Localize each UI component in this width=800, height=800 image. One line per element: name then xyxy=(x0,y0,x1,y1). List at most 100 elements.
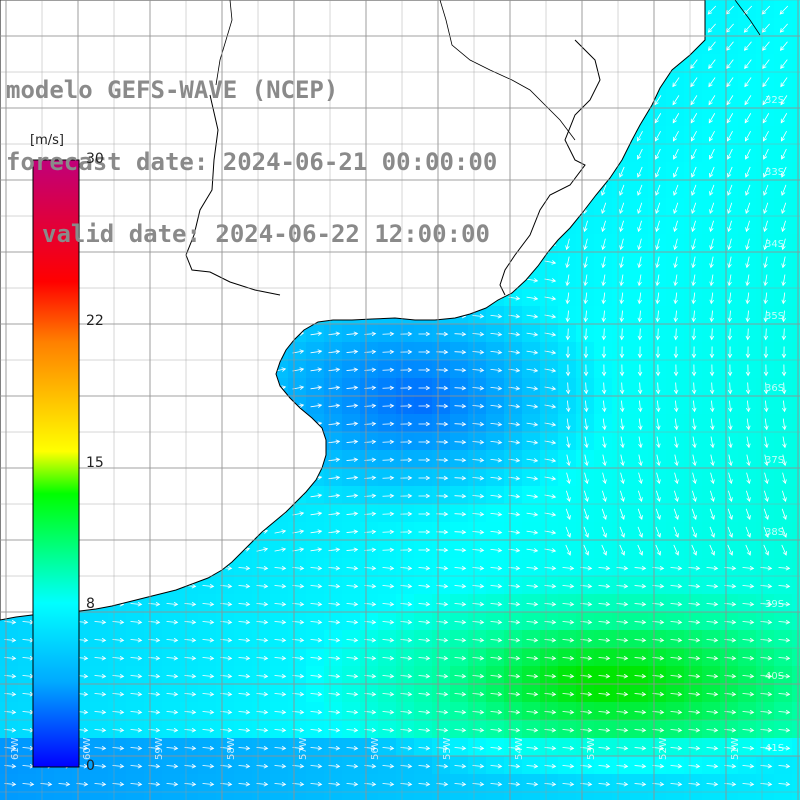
ocean-cell xyxy=(684,180,702,198)
ocean-cell xyxy=(576,468,594,486)
ocean-cell xyxy=(126,774,144,792)
lon-label: 51W xyxy=(730,737,741,760)
ocean-cell xyxy=(756,324,774,342)
ocean-cell xyxy=(792,180,800,198)
ocean-cell xyxy=(702,0,720,18)
ocean-cell xyxy=(630,648,648,666)
ocean-cell xyxy=(594,324,612,342)
ocean-cell xyxy=(612,702,630,720)
ocean-cell xyxy=(378,792,396,800)
ocean-cell xyxy=(216,576,234,594)
ocean-cell xyxy=(558,648,576,666)
ocean-cell xyxy=(198,648,216,666)
ocean-cell xyxy=(774,108,792,126)
ocean-cell xyxy=(360,522,378,540)
ocean-cell xyxy=(756,756,774,774)
ocean-cell xyxy=(378,342,396,360)
ocean-cell xyxy=(90,720,108,738)
ocean-cell xyxy=(198,720,216,738)
ocean-cell xyxy=(414,414,432,432)
ocean-cell xyxy=(630,792,648,800)
ocean-cell xyxy=(414,342,432,360)
ocean-cell xyxy=(666,108,684,126)
ocean-cell xyxy=(432,774,450,792)
ocean-cell xyxy=(396,378,414,396)
ocean-cell xyxy=(126,738,144,756)
ocean-cell xyxy=(702,324,720,342)
ocean-cell xyxy=(396,576,414,594)
ocean-cell xyxy=(738,306,756,324)
ocean-cell xyxy=(738,684,756,702)
ocean-cell xyxy=(774,18,792,36)
ocean-cell xyxy=(342,702,360,720)
ocean-cell xyxy=(450,702,468,720)
ocean-cell xyxy=(612,360,630,378)
ocean-cell xyxy=(504,792,522,800)
ocean-cell xyxy=(414,360,432,378)
ocean-cell xyxy=(468,396,486,414)
ocean-cell xyxy=(270,666,288,684)
ocean-cell xyxy=(666,180,684,198)
ocean-cell xyxy=(522,288,540,306)
ocean-cell xyxy=(666,486,684,504)
ocean-cell xyxy=(612,558,630,576)
ocean-cell xyxy=(36,774,54,792)
ocean-cell xyxy=(360,342,378,360)
ocean-cell xyxy=(126,720,144,738)
ocean-cell xyxy=(18,702,36,720)
ocean-cell xyxy=(90,612,108,630)
wind-arrow xyxy=(744,59,752,70)
ocean-cell xyxy=(288,612,306,630)
ocean-cell xyxy=(774,576,792,594)
ocean-cell xyxy=(306,342,324,360)
ocean-cell xyxy=(450,630,468,648)
ocean-cell xyxy=(648,450,666,468)
ocean-cell xyxy=(522,540,540,558)
ocean-cell xyxy=(774,216,792,234)
ocean-cell xyxy=(558,558,576,576)
ocean-cell xyxy=(414,396,432,414)
ocean-cell xyxy=(792,612,800,630)
ocean-cell xyxy=(720,414,738,432)
ocean-cell xyxy=(648,486,666,504)
ocean-cell xyxy=(756,180,774,198)
ocean-cell xyxy=(594,630,612,648)
ocean-cell xyxy=(756,108,774,126)
ocean-cell xyxy=(522,414,540,432)
ocean-cell xyxy=(378,684,396,702)
ocean-cell xyxy=(432,486,450,504)
lat-label: 41S xyxy=(765,743,784,754)
ocean-cell xyxy=(216,756,234,774)
ocean-cell xyxy=(684,684,702,702)
ocean-cell xyxy=(522,378,540,396)
ocean-cell xyxy=(630,342,648,360)
ocean-cell xyxy=(342,594,360,612)
ocean-cell xyxy=(108,612,126,630)
ocean-cell xyxy=(504,666,522,684)
ocean-cell xyxy=(216,594,234,612)
ocean-cell xyxy=(774,72,792,90)
lon-label: 59W xyxy=(154,737,165,760)
ocean-cell xyxy=(792,342,800,360)
ocean-cell xyxy=(396,648,414,666)
ocean-cell xyxy=(630,720,648,738)
ocean-cell xyxy=(162,792,180,800)
ocean-cell xyxy=(720,252,738,270)
ocean-cell xyxy=(504,306,522,324)
ocean-cell xyxy=(486,414,504,432)
ocean-cell xyxy=(360,324,378,342)
ocean-cell xyxy=(90,684,108,702)
ocean-cell xyxy=(738,54,756,72)
ocean-cell xyxy=(468,378,486,396)
ocean-cell xyxy=(756,198,774,216)
lat-label: 37S xyxy=(765,455,784,466)
forecast-date: forecast date: 2024-06-21 00:00:00 xyxy=(6,148,498,176)
ocean-cell xyxy=(432,342,450,360)
ocean-cell xyxy=(684,216,702,234)
ocean-cell xyxy=(576,486,594,504)
ocean-cell xyxy=(702,612,720,630)
wind-arrow xyxy=(707,41,716,51)
ocean-cell xyxy=(684,72,702,90)
ocean-cell xyxy=(684,666,702,684)
ocean-cell xyxy=(216,612,234,630)
